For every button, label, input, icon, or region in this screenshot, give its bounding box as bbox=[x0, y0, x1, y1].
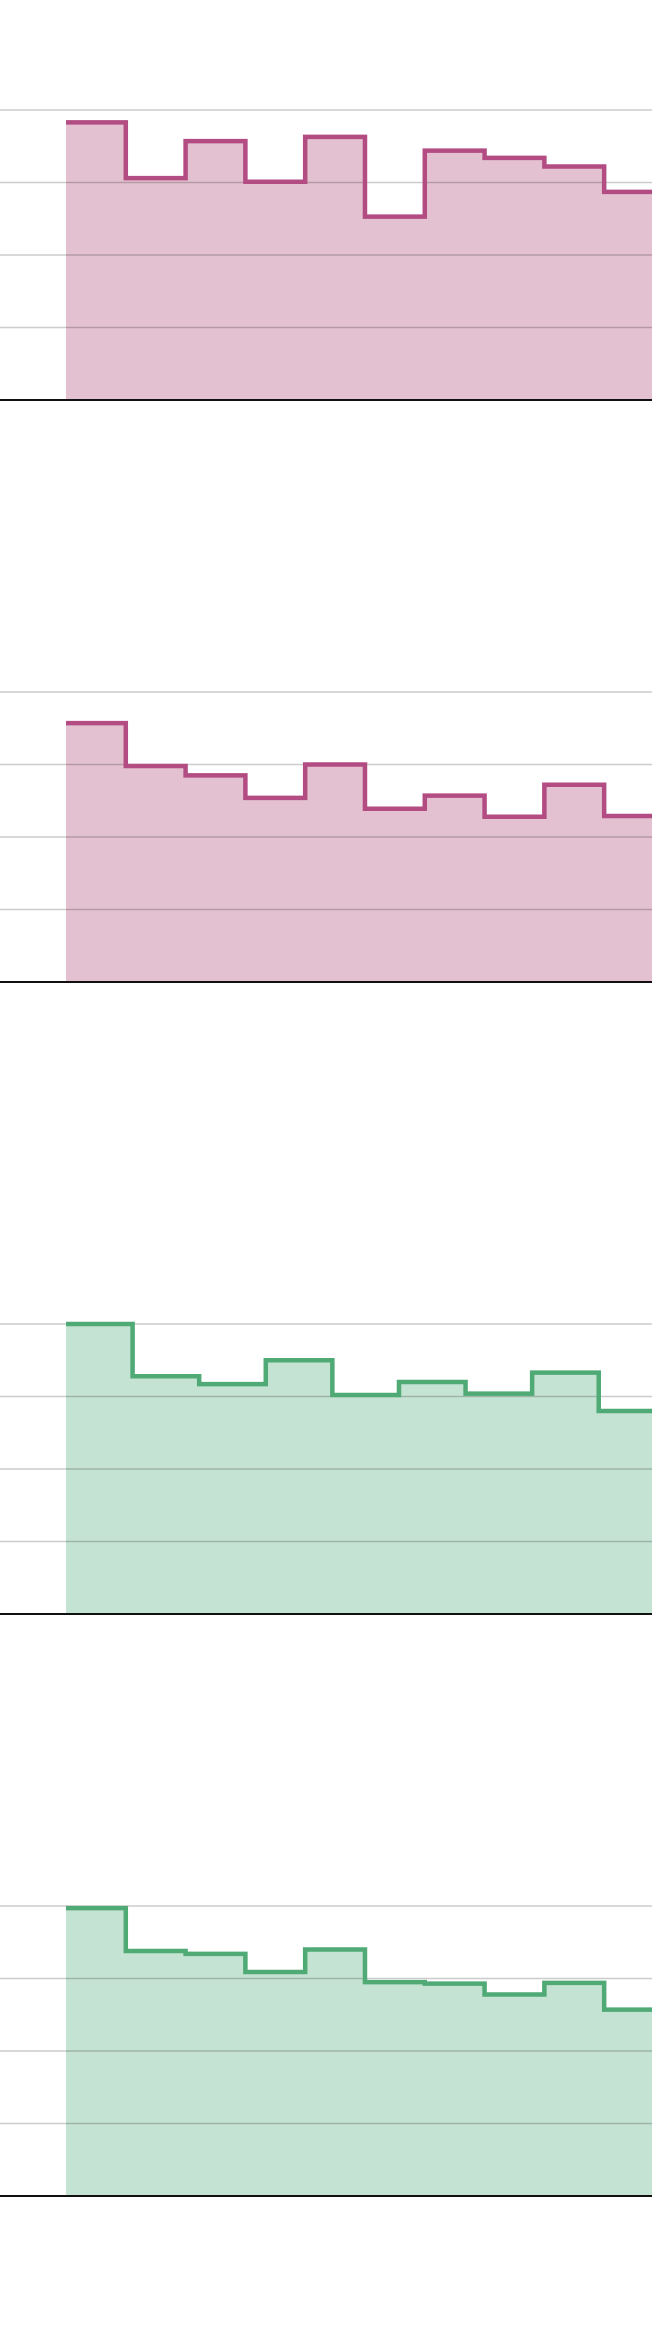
chart-svg bbox=[0, 1321, 652, 1615]
step-area-chart-4 bbox=[0, 1866, 660, 2246]
chart-svg bbox=[0, 691, 652, 983]
step-area-chart-1 bbox=[0, 70, 660, 450]
area-fill bbox=[66, 1908, 652, 2196]
area-fill bbox=[66, 1324, 652, 1614]
step-area-chart-3 bbox=[0, 1284, 660, 1664]
step-area-chart-2 bbox=[0, 652, 660, 1032]
series-line bbox=[66, 1321, 652, 1414]
series-line bbox=[66, 1905, 652, 2012]
series-line bbox=[66, 120, 652, 219]
area-fill bbox=[66, 723, 652, 982]
series-line bbox=[66, 720, 652, 819]
area-fill bbox=[66, 122, 652, 400]
chart-svg bbox=[0, 1905, 652, 2197]
chart-svg bbox=[0, 109, 652, 401]
